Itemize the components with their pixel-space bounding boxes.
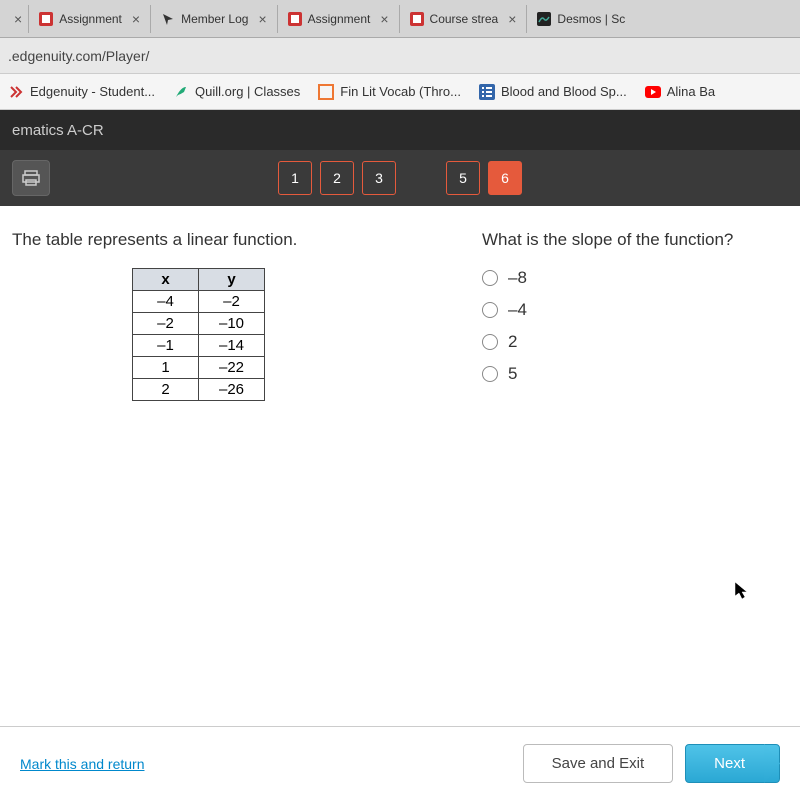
answer-options: –8 –4 2 5: [482, 268, 788, 384]
table-row: –4–2: [133, 291, 265, 313]
tab-label: Desmos | Sc: [557, 12, 625, 26]
browser-tab-strip: × Assignment × Member Log × Assignment ×…: [0, 0, 800, 38]
bookmarks-bar: Edgenuity - Student... Quill.org | Class…: [0, 74, 800, 110]
bookmark-label: Quill.org | Classes: [195, 84, 300, 99]
course-title: ematics A-CR: [12, 122, 104, 139]
list-icon: [479, 84, 495, 100]
tab-assignment-2[interactable]: Assignment ×: [278, 5, 400, 33]
bookmark-alina[interactable]: Alina Ba: [645, 84, 715, 100]
tab-prev-close[interactable]: ×: [4, 5, 29, 33]
bookmark-finlit[interactable]: Fin Lit Vocab (Thro...: [318, 84, 461, 100]
youtube-icon: [645, 84, 661, 100]
tab-desmos[interactable]: Desmos | Sc: [527, 6, 635, 32]
print-button[interactable]: [12, 160, 50, 196]
tab-member-log[interactable]: Member Log ×: [151, 5, 278, 33]
url-bar[interactable]: .edgenuity.com/Player/: [0, 38, 800, 74]
url-text: .edgenuity.com/Player/: [8, 48, 149, 64]
bookmark-label: Edgenuity - Student...: [30, 84, 155, 99]
print-icon: [22, 169, 40, 187]
table-row: 1–22: [133, 357, 265, 379]
nav-q1[interactable]: 1: [278, 161, 312, 195]
question-content: The table represents a linear function. …: [0, 206, 800, 726]
bookmark-blood[interactable]: Blood and Blood Sp...: [479, 84, 627, 100]
nav-q5[interactable]: 5: [446, 161, 480, 195]
question-nav-bar: 1 2 3 5 6: [0, 150, 800, 206]
tab-label: Member Log: [181, 12, 248, 26]
prompt-text: The table represents a linear function.: [12, 230, 402, 250]
mark-return-link[interactable]: Mark this and return: [20, 756, 145, 772]
doc-icon: [288, 12, 302, 26]
footer-bar: Mark this and return Save and Exit Next: [0, 726, 800, 800]
doc-icon: [39, 12, 53, 26]
bookmark-quill[interactable]: Quill.org | Classes: [173, 84, 300, 100]
close-icon[interactable]: ×: [14, 11, 22, 27]
close-icon[interactable]: ×: [132, 11, 140, 27]
option-b[interactable]: –4: [482, 300, 788, 320]
radio-icon[interactable]: [482, 270, 498, 286]
bookmark-edgenuity[interactable]: Edgenuity - Student...: [8, 84, 155, 100]
desmos-icon: [537, 12, 551, 26]
quill-icon: [173, 84, 189, 100]
doc-icon: [410, 12, 424, 26]
close-icon[interactable]: ×: [258, 11, 266, 27]
radio-icon[interactable]: [482, 366, 498, 382]
option-label: 2: [508, 332, 517, 352]
question-text: What is the slope of the function?: [482, 230, 788, 250]
nav-q3[interactable]: 3: [362, 161, 396, 195]
tab-assignment-1[interactable]: Assignment ×: [29, 5, 151, 33]
nav-q6[interactable]: 6: [488, 161, 522, 195]
radio-icon[interactable]: [482, 302, 498, 318]
option-d[interactable]: 5: [482, 364, 788, 384]
course-header: ematics A-CR: [0, 110, 800, 150]
bookmark-label: Fin Lit Vocab (Thro...: [340, 84, 461, 99]
th-y: y: [199, 269, 265, 291]
edgenuity-icon: [8, 84, 24, 100]
table-row: –1–14: [133, 335, 265, 357]
nav-q2[interactable]: 2: [320, 161, 354, 195]
table-row: 2–26: [133, 379, 265, 401]
next-button[interactable]: Next: [685, 744, 780, 783]
save-exit-button[interactable]: Save and Exit: [523, 744, 674, 783]
square-icon: [318, 84, 334, 100]
th-x: x: [133, 269, 199, 291]
bookmark-label: Alina Ba: [667, 84, 715, 99]
close-icon[interactable]: ×: [380, 11, 388, 27]
cursor-icon: [734, 581, 750, 606]
bookmark-label: Blood and Blood Sp...: [501, 84, 627, 99]
tab-course-stream[interactable]: Course strea ×: [400, 5, 528, 33]
option-label: –8: [508, 268, 527, 288]
option-label: –4: [508, 300, 527, 320]
question-nav: 1 2 3 5 6: [278, 161, 522, 195]
radio-icon[interactable]: [482, 334, 498, 350]
tab-label: Assignment: [308, 12, 371, 26]
tab-label: Course strea: [430, 12, 499, 26]
table-row: –2–10: [133, 313, 265, 335]
option-a[interactable]: –8: [482, 268, 788, 288]
option-label: 5: [508, 364, 517, 384]
tab-label: Assignment: [59, 12, 122, 26]
option-c[interactable]: 2: [482, 332, 788, 352]
data-table: x y –4–2 –2–10 –1–14 1–22 2–26: [132, 268, 265, 401]
pointer-icon: [161, 12, 175, 26]
close-icon[interactable]: ×: [508, 11, 516, 27]
